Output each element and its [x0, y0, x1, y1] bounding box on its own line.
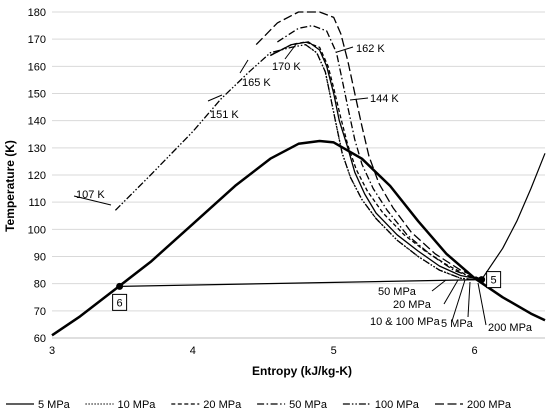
state-point-box: [112, 293, 128, 311]
pressure-label: 20 MPa: [393, 299, 432, 311]
y-tick-label: 60: [34, 333, 46, 345]
pressure-leader-line: [451, 279, 466, 322]
y-axis-title: Temperature (K): [3, 140, 17, 232]
y-tick-label: 90: [34, 252, 46, 264]
y-tick-label: 110: [28, 197, 46, 209]
isotherm-label: 162 K: [356, 43, 385, 55]
y-tick-label: 100: [28, 224, 46, 236]
process-line-6-5: [119, 279, 482, 287]
state-point-marker: [116, 282, 124, 290]
series-line-50-mpa: [277, 24, 482, 281]
legend-label: 20 MPa: [203, 399, 242, 411]
pressure-leader-line: [431, 279, 447, 292]
isobar-5mpa-vapor-line: [481, 153, 546, 280]
state-point-marker: [478, 276, 486, 284]
series-line-100-mpa: [114, 43, 482, 282]
y-tick-label: 160: [28, 61, 46, 73]
x-axis-title: Entropy (kJ/kg-K): [252, 364, 352, 378]
legend-label: 5 MPa: [38, 399, 71, 411]
y-tick-label: 170: [28, 34, 46, 46]
y-tick-label: 70: [34, 306, 46, 318]
pressure-label: 5 MPa: [441, 318, 474, 330]
y-tick-label: 80: [34, 279, 46, 291]
isotherm-leader-line: [239, 59, 249, 74]
state-point-box: [486, 271, 502, 289]
isotherm-leader-line: [73, 195, 112, 206]
y-tick-label: 140: [28, 116, 46, 128]
isotherm-label: 107 K: [76, 189, 105, 201]
series-line-20-mpa: [270, 41, 482, 281]
isotherm-leader-line: [207, 94, 223, 102]
x-tick-label: 4: [190, 345, 196, 357]
state-point-label: 5: [491, 275, 497, 287]
y-tick-label: 150: [28, 89, 46, 101]
legend-label: 200 MPa: [467, 399, 512, 411]
legend-label: 100 MPa: [375, 399, 420, 411]
x-tick-label: 6: [472, 345, 478, 357]
axes: 60 70 80 90 100 110 120 130 140 150 160 170 180 3 4 5 6: [28, 7, 545, 357]
isotherm-label: 165 K: [242, 77, 271, 89]
legend-label: 10 MPa: [118, 399, 157, 411]
y-tick-label: 130: [28, 143, 46, 155]
isotherm-leader-line: [336, 46, 354, 53]
state-point-label: 6: [117, 297, 123, 309]
series-line-200-mpa: [255, 11, 482, 281]
pressure-label: 10 & 100 MPa: [370, 316, 441, 328]
legend: 5 MPa 10 MPa 20 MPa 50 MPa 100 MPa 200 MPa: [6, 399, 512, 411]
pressure-leader-line: [443, 279, 459, 305]
y-tick-label: 180: [28, 7, 46, 19]
series-line-5-mpa: [270, 41, 482, 281]
isotherm-leader-line: [284, 42, 298, 60]
y-tick-label: 120: [28, 170, 46, 182]
isotherm-label: 144 K: [370, 93, 399, 105]
legend-label: 50 MPa: [289, 399, 328, 411]
pressure-label: 50 MPa: [378, 286, 417, 298]
isotherm-label: 170 K: [272, 61, 301, 73]
x-tick-label: 3: [49, 345, 55, 357]
isotherm-leader-line: [349, 97, 369, 101]
isotherm-label: 151 K: [210, 109, 239, 121]
pressure-leader-line: [477, 282, 487, 326]
pressure-leader-line: [467, 281, 471, 318]
x-tick-label: 5: [331, 345, 337, 357]
pressure-label: 200 MPa: [488, 322, 533, 334]
